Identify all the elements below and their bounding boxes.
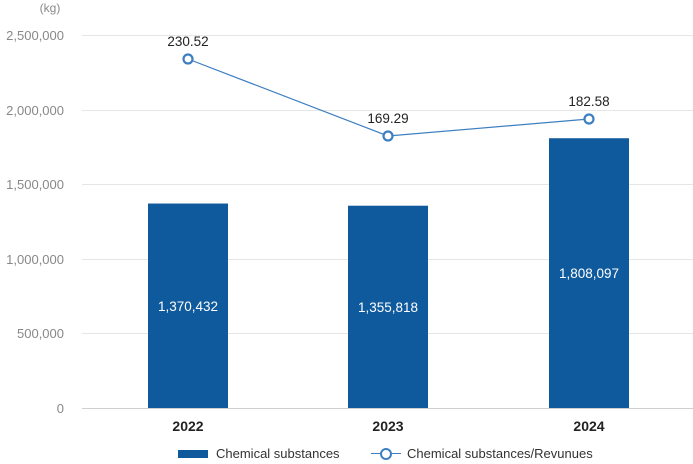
y-tick-label: 2,500,000 — [6, 28, 64, 43]
y-unit-label: (kg) — [40, 1, 61, 15]
bar-2022 — [148, 203, 228, 408]
ratio-value-label: 182.58 — [568, 94, 609, 109]
x-tick-label: 2024 — [573, 418, 604, 434]
bar-2024 — [549, 138, 629, 408]
x-tick-label: 2022 — [172, 418, 203, 434]
ratio-value-label: 230.52 — [167, 34, 208, 49]
legend-bar-swatch — [178, 449, 208, 458]
ratio-value-label: 169.29 — [367, 111, 408, 126]
y-tick-label: 1,500,000 — [6, 177, 64, 192]
bar-value-label: 1,370,432 — [158, 299, 218, 314]
bar-value-label: 1,355,818 — [358, 300, 418, 315]
x-axis-ticks: 2022 2023 2024 — [172, 418, 604, 434]
legend: Chemical substances Chemical substances/… — [0, 446, 693, 464]
y-tick-label: 0 — [57, 401, 64, 416]
ratio-point-2023 — [382, 130, 394, 142]
bar-2023 — [348, 205, 428, 408]
legend-line-swatch — [371, 447, 401, 460]
legend-item-bar: Chemical substances — [178, 446, 340, 461]
bar-value-label: 1,808,097 — [559, 266, 619, 281]
bars — [148, 138, 629, 408]
ratio-point-2024 — [583, 113, 595, 125]
y-tick-label: 1,000,000 — [6, 252, 64, 267]
y-tick-label: 500,000 — [17, 326, 64, 341]
legend-label-bar: Chemical substances — [216, 446, 340, 461]
bar-labels: 1,370,432 1,355,818 1,808,097 — [158, 266, 619, 315]
legend-item-line: Chemical substances/Revunues — [371, 446, 593, 461]
y-axis-ticks: 0 500,000 1,000,000 1,500,000 2,000,000 2,500… — [6, 28, 64, 416]
y-tick-label: 2,000,000 — [6, 103, 64, 118]
ratio-line: 230.52 169.29 182.58 — [167, 34, 610, 142]
x-tick-label: 2023 — [372, 418, 403, 434]
ratio-point-2022 — [182, 53, 194, 65]
legend-label-line: Chemical substances/Revunues — [407, 446, 593, 461]
